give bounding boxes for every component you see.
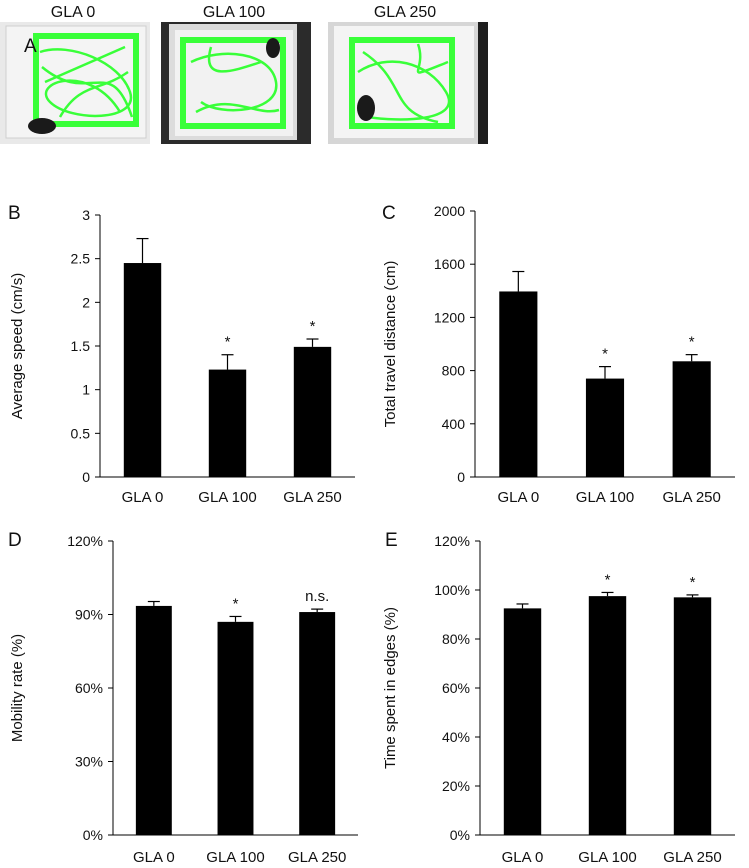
tracking-photo-gla100 [161, 22, 311, 144]
x-category-label: GLA 100 [576, 489, 634, 506]
tracking-photo-gla0 [0, 22, 150, 144]
bar [123, 263, 162, 477]
y-tick-label: 40% [442, 729, 470, 745]
y-tick-label: 80% [442, 631, 470, 647]
y-tick-label: 100% [434, 582, 470, 598]
chart-time-spent-in-edges: 0% 20% 40% 60% 80% 100% 120% Time spent in edge… [382, 533, 735, 866]
chart-mobility-rate: 0% 30% 60% 90% 120% Mobility rate (%) GLA 0 * GL… [9, 533, 358, 866]
y-tick-label: 0.5 [71, 425, 91, 441]
x-category-label: GLA 250 [288, 849, 346, 866]
bar [499, 291, 538, 477]
bar [299, 612, 336, 835]
significance-marker: n.s. [305, 588, 329, 605]
bar [673, 597, 712, 835]
y-tick-label: 1600 [434, 256, 465, 272]
tracking-image-gla250 [328, 22, 488, 144]
y-tick-label: 0 [82, 469, 90, 485]
significance-marker: * [310, 318, 316, 335]
y-axis-label: Total travel distance (cm) [382, 261, 399, 428]
y-tick-label: 400 [442, 416, 466, 432]
significance-marker: * [233, 595, 239, 612]
y-tick-label: 2.5 [71, 251, 91, 267]
panel-letter-e: E [385, 530, 398, 551]
photo-label-gla250: GLA 250 [373, 4, 437, 21]
x-category-label: GLA 250 [283, 489, 341, 506]
y-axis-label: Mobility rate (%) [9, 634, 26, 742]
tracking-image-gla100 [161, 22, 311, 144]
y-tick-label: 1 [82, 382, 90, 398]
y-tick-label: 0% [83, 827, 103, 843]
x-category-label: GLA 100 [206, 849, 264, 866]
y-tick-label: 1200 [434, 309, 465, 325]
y-tick-label: 3 [82, 207, 90, 223]
panel-letter-b: B [8, 203, 21, 224]
photo-label-gla100: GLA 100 [202, 4, 266, 21]
y-tick-label: 60% [442, 680, 470, 696]
bar [217, 621, 254, 835]
bar [672, 361, 711, 477]
chart-average-speed: 0 0.5 1 1.5 2 2.5 3 Average speed (cm/s) GLA 0 * G… [9, 207, 355, 506]
panel-letter-d: D [8, 530, 22, 551]
y-tick-label: 120% [67, 533, 103, 549]
y-tick-label: 800 [442, 363, 466, 379]
bar [585, 378, 625, 477]
significance-marker: * [605, 571, 611, 588]
tracking-photo-gla250 [328, 22, 488, 144]
y-axis-label: Time spent in edges (%) [382, 607, 399, 769]
bar [135, 605, 172, 835]
y-tick-label: 60% [75, 680, 103, 696]
y-tick-label: 2000 [434, 203, 465, 219]
bar [503, 608, 542, 835]
y-tick-label: 0 [457, 469, 465, 485]
chart-total-travel-distance: 0 400 800 1200 1600 2000 Total travel distance… [382, 203, 735, 506]
x-category-label: GLA 0 [497, 489, 539, 506]
panel-letter-c: C [382, 203, 396, 224]
y-tick-label: 90% [75, 607, 103, 623]
significance-marker: * [689, 334, 695, 351]
y-tick-label: 1.5 [71, 338, 91, 354]
photo-label-gla0: GLA 0 [50, 4, 96, 21]
x-category-label: GLA 0 [133, 849, 175, 866]
x-category-label: GLA 0 [122, 489, 164, 506]
y-tick-label: 120% [434, 533, 470, 549]
y-tick-label: 20% [442, 778, 470, 794]
panel-letter-a: A [24, 36, 37, 57]
x-category-label: GLA 0 [502, 849, 544, 866]
tracking-image-gla0 [0, 22, 150, 144]
bar [588, 596, 627, 835]
x-category-label: GLA 250 [663, 849, 721, 866]
x-category-label: GLA 250 [662, 489, 720, 506]
bar [208, 369, 247, 477]
y-tick-label: 30% [75, 754, 103, 770]
significance-marker: * [602, 346, 608, 363]
x-category-label: GLA 100 [578, 849, 636, 866]
y-tick-label: 0% [450, 827, 470, 843]
significance-marker: * [225, 334, 231, 351]
bar [293, 346, 332, 477]
y-axis-label: Average speed (cm/s) [9, 273, 26, 419]
y-tick-label: 2 [82, 294, 90, 310]
significance-marker: * [690, 574, 696, 591]
x-category-label: GLA 100 [198, 489, 256, 506]
